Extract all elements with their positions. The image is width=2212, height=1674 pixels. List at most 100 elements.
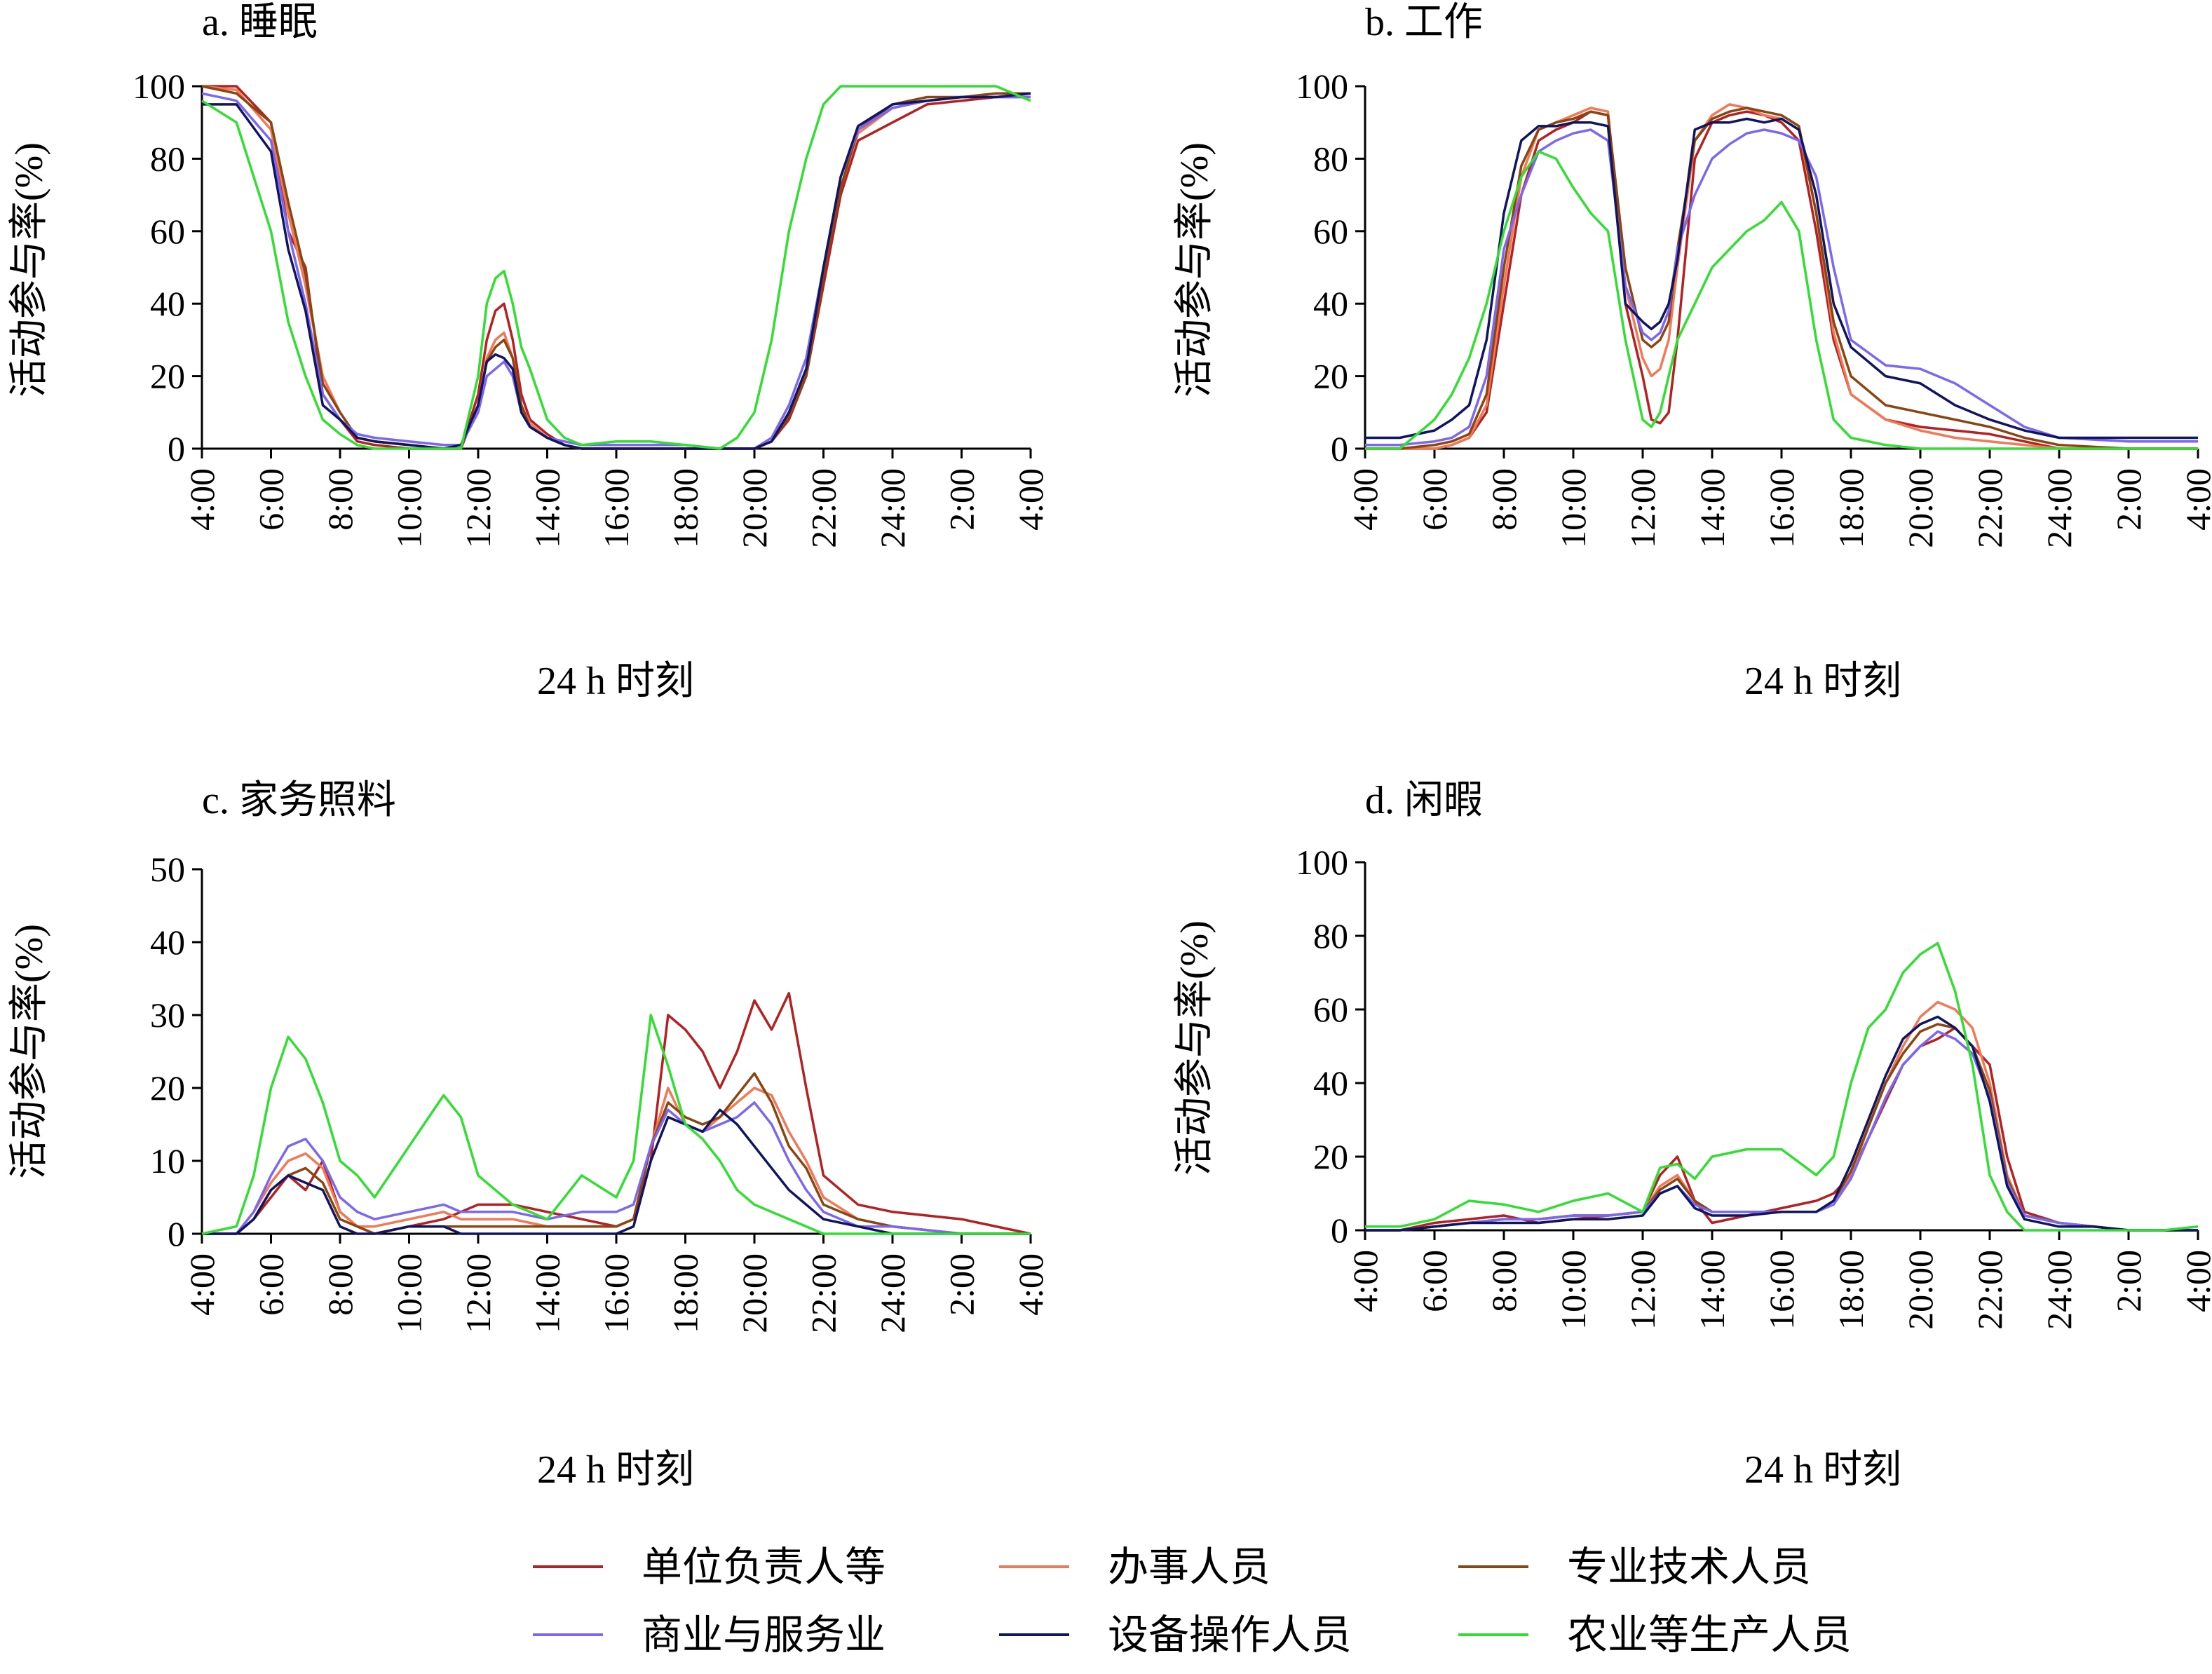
y-axis-title-leisure: 活动参与率(%)	[1173, 920, 1216, 1176]
series-line	[1365, 1023, 2198, 1232]
panel-title-sleep: a. 睡眠	[202, 1, 318, 44]
x-tick-label: 14:00	[528, 1253, 567, 1333]
panel-title-housework: c. 家务照料	[202, 779, 396, 822]
x-tick-label: 8:00	[320, 1253, 360, 1316]
x-tick-label: 16:00	[597, 468, 636, 548]
x-tick-label: 4:00	[1011, 1253, 1050, 1316]
series-line	[202, 1072, 1031, 1235]
series-line	[202, 85, 1031, 450]
y-tick-label: 20	[150, 357, 185, 396]
x-tick-label: 14:00	[1692, 1250, 1732, 1330]
x-tick-label: 18:00	[1831, 1250, 1871, 1330]
x-tick-label: 4:00	[1345, 1250, 1385, 1312]
series-line	[1365, 1030, 2198, 1232]
plot-lines-housework	[201, 992, 1031, 1235]
x-tick-label: 8:00	[1484, 468, 1524, 531]
y-tick-label: 100	[1296, 67, 1348, 106]
x-tick-label: 24:00	[2040, 1250, 2079, 1330]
series-line	[1365, 1000, 2198, 1232]
series-line	[201, 92, 1031, 450]
y-tick-label: 60	[1313, 990, 1348, 1029]
x-tick-label: 12:00	[1623, 468, 1662, 548]
y-axis-title-work: 活动参与率(%)	[1173, 142, 1216, 397]
x-tick-label: 20:00	[735, 1253, 774, 1333]
panel-title-work: b. 工作	[1365, 1, 1483, 44]
x-tick-label: 10:00	[390, 468, 429, 548]
x-tick-label: 12:00	[1623, 1250, 1662, 1330]
y-tick-label: 0	[1331, 1211, 1348, 1250]
x-tick-label: 22:00	[804, 468, 843, 548]
y-tick-label: 40	[1313, 1063, 1348, 1103]
axes-housework: 0 10 20 30 40 50 4:00 6:00 8:00 10:00 12:00 14:00 16…	[150, 850, 1050, 1333]
series-line	[1365, 110, 2198, 450]
y-tick-label: 80	[150, 139, 185, 178]
series-line	[202, 92, 1031, 450]
panel-housework: c. 家务照料 活动参与率(%) 24 h 时刻 0 10 20 30 40 50 4:00…	[8, 779, 1050, 1492]
x-tick-label: 6:00	[252, 468, 291, 531]
x-tick-label: 24:00	[873, 1253, 912, 1333]
x-tick-label: 18:00	[666, 468, 705, 548]
series-line	[1365, 150, 2198, 450]
plot-lines-sleep	[201, 85, 1031, 450]
legend-label: 农业等生产人员	[1567, 1612, 1852, 1658]
x-tick-label: 16:00	[597, 1253, 636, 1333]
y-tick-label: 100	[133, 67, 185, 106]
y-tick-label: 60	[1313, 212, 1348, 251]
y-tick-label: 0	[1331, 429, 1348, 468]
x-tick-label: 6:00	[252, 1253, 291, 1316]
y-tick-label: 0	[168, 429, 185, 468]
panel-sleep: a. 睡眠 活动参与率(%) 24 h 时刻 0 20 40 60 80 100 4:00 6…	[8, 1, 1050, 703]
y-tick-label: 40	[150, 923, 185, 962]
y-tick-label: 80	[1313, 916, 1348, 955]
x-tick-label: 2:00	[942, 1253, 982, 1316]
plot-lines-work	[1365, 103, 2198, 450]
x-tick-label: 6:00	[1415, 468, 1454, 531]
panel-title-leisure: d. 闲暇	[1365, 779, 1483, 822]
y-tick-label: 80	[1313, 139, 1348, 178]
series-line	[1365, 1026, 2198, 1232]
x-tick-label: 4:00	[182, 468, 222, 531]
y-tick-label: 20	[150, 1068, 185, 1108]
x-tick-label: 20:00	[735, 468, 774, 548]
x-tick-label: 8:00	[320, 468, 360, 531]
x-tick-label: 14:00	[528, 468, 567, 548]
x-tick-label: 10:00	[1554, 1250, 1593, 1330]
y-tick-label: 40	[1313, 284, 1348, 323]
series-line	[1365, 128, 2198, 447]
x-tick-label: 8:00	[1484, 1250, 1524, 1312]
y-tick-label: 50	[150, 850, 185, 889]
x-axis-title-work: 24 h 时刻	[1744, 660, 1901, 703]
y-tick-label: 100	[1296, 843, 1348, 882]
panel-work: b. 工作 活动参与率(%) 24 h 时刻 0 20 40 60 80 100 4:00 6…	[1173, 1, 2212, 703]
y-tick-label: 60	[150, 212, 185, 251]
legend-label: 商业与服务业	[642, 1612, 886, 1658]
x-tick-label: 20:00	[1901, 1250, 1940, 1330]
x-tick-label: 4:00	[1345, 468, 1385, 531]
y-tick-label: 40	[150, 284, 185, 323]
x-tick-label: 10:00	[390, 1253, 429, 1333]
x-tick-label: 24:00	[2040, 468, 2079, 548]
axes-leisure: 0 20 40 60 80 100 4:00 6:00 8:00 10:00 12:00 14:00 1…	[1296, 843, 2212, 1330]
x-tick-label: 24:00	[873, 468, 912, 548]
x-tick-label: 2:00	[2109, 468, 2148, 531]
series-line	[201, 85, 1031, 450]
y-tick-label: 30	[150, 995, 185, 1035]
x-tick-label: 22:00	[1970, 468, 2009, 548]
x-axis-title-leisure: 24 h 时刻	[1744, 1448, 1901, 1492]
x-tick-label: 22:00	[804, 1253, 843, 1333]
x-tick-label: 10:00	[1554, 468, 1593, 548]
series-line	[1365, 941, 2199, 1232]
x-tick-label: 4:00	[1011, 468, 1050, 531]
y-tick-label: 10	[150, 1141, 185, 1180]
x-tick-label: 6:00	[1415, 1250, 1454, 1312]
series-line	[1365, 103, 2198, 450]
x-tick-label: 14:00	[1692, 468, 1732, 548]
axes-work: 0 20 40 60 80 100 4:00 6:00 8:00 10:00 12:00 14:00 1…	[1296, 67, 2212, 548]
y-tick-label: 20	[1313, 357, 1348, 396]
x-axis-title-housework: 24 h 时刻	[537, 1448, 694, 1492]
x-tick-label: 4:00	[2178, 1250, 2212, 1312]
x-tick-label: 12:00	[459, 1253, 498, 1333]
x-axis-title-sleep: 24 h 时刻	[537, 660, 694, 703]
